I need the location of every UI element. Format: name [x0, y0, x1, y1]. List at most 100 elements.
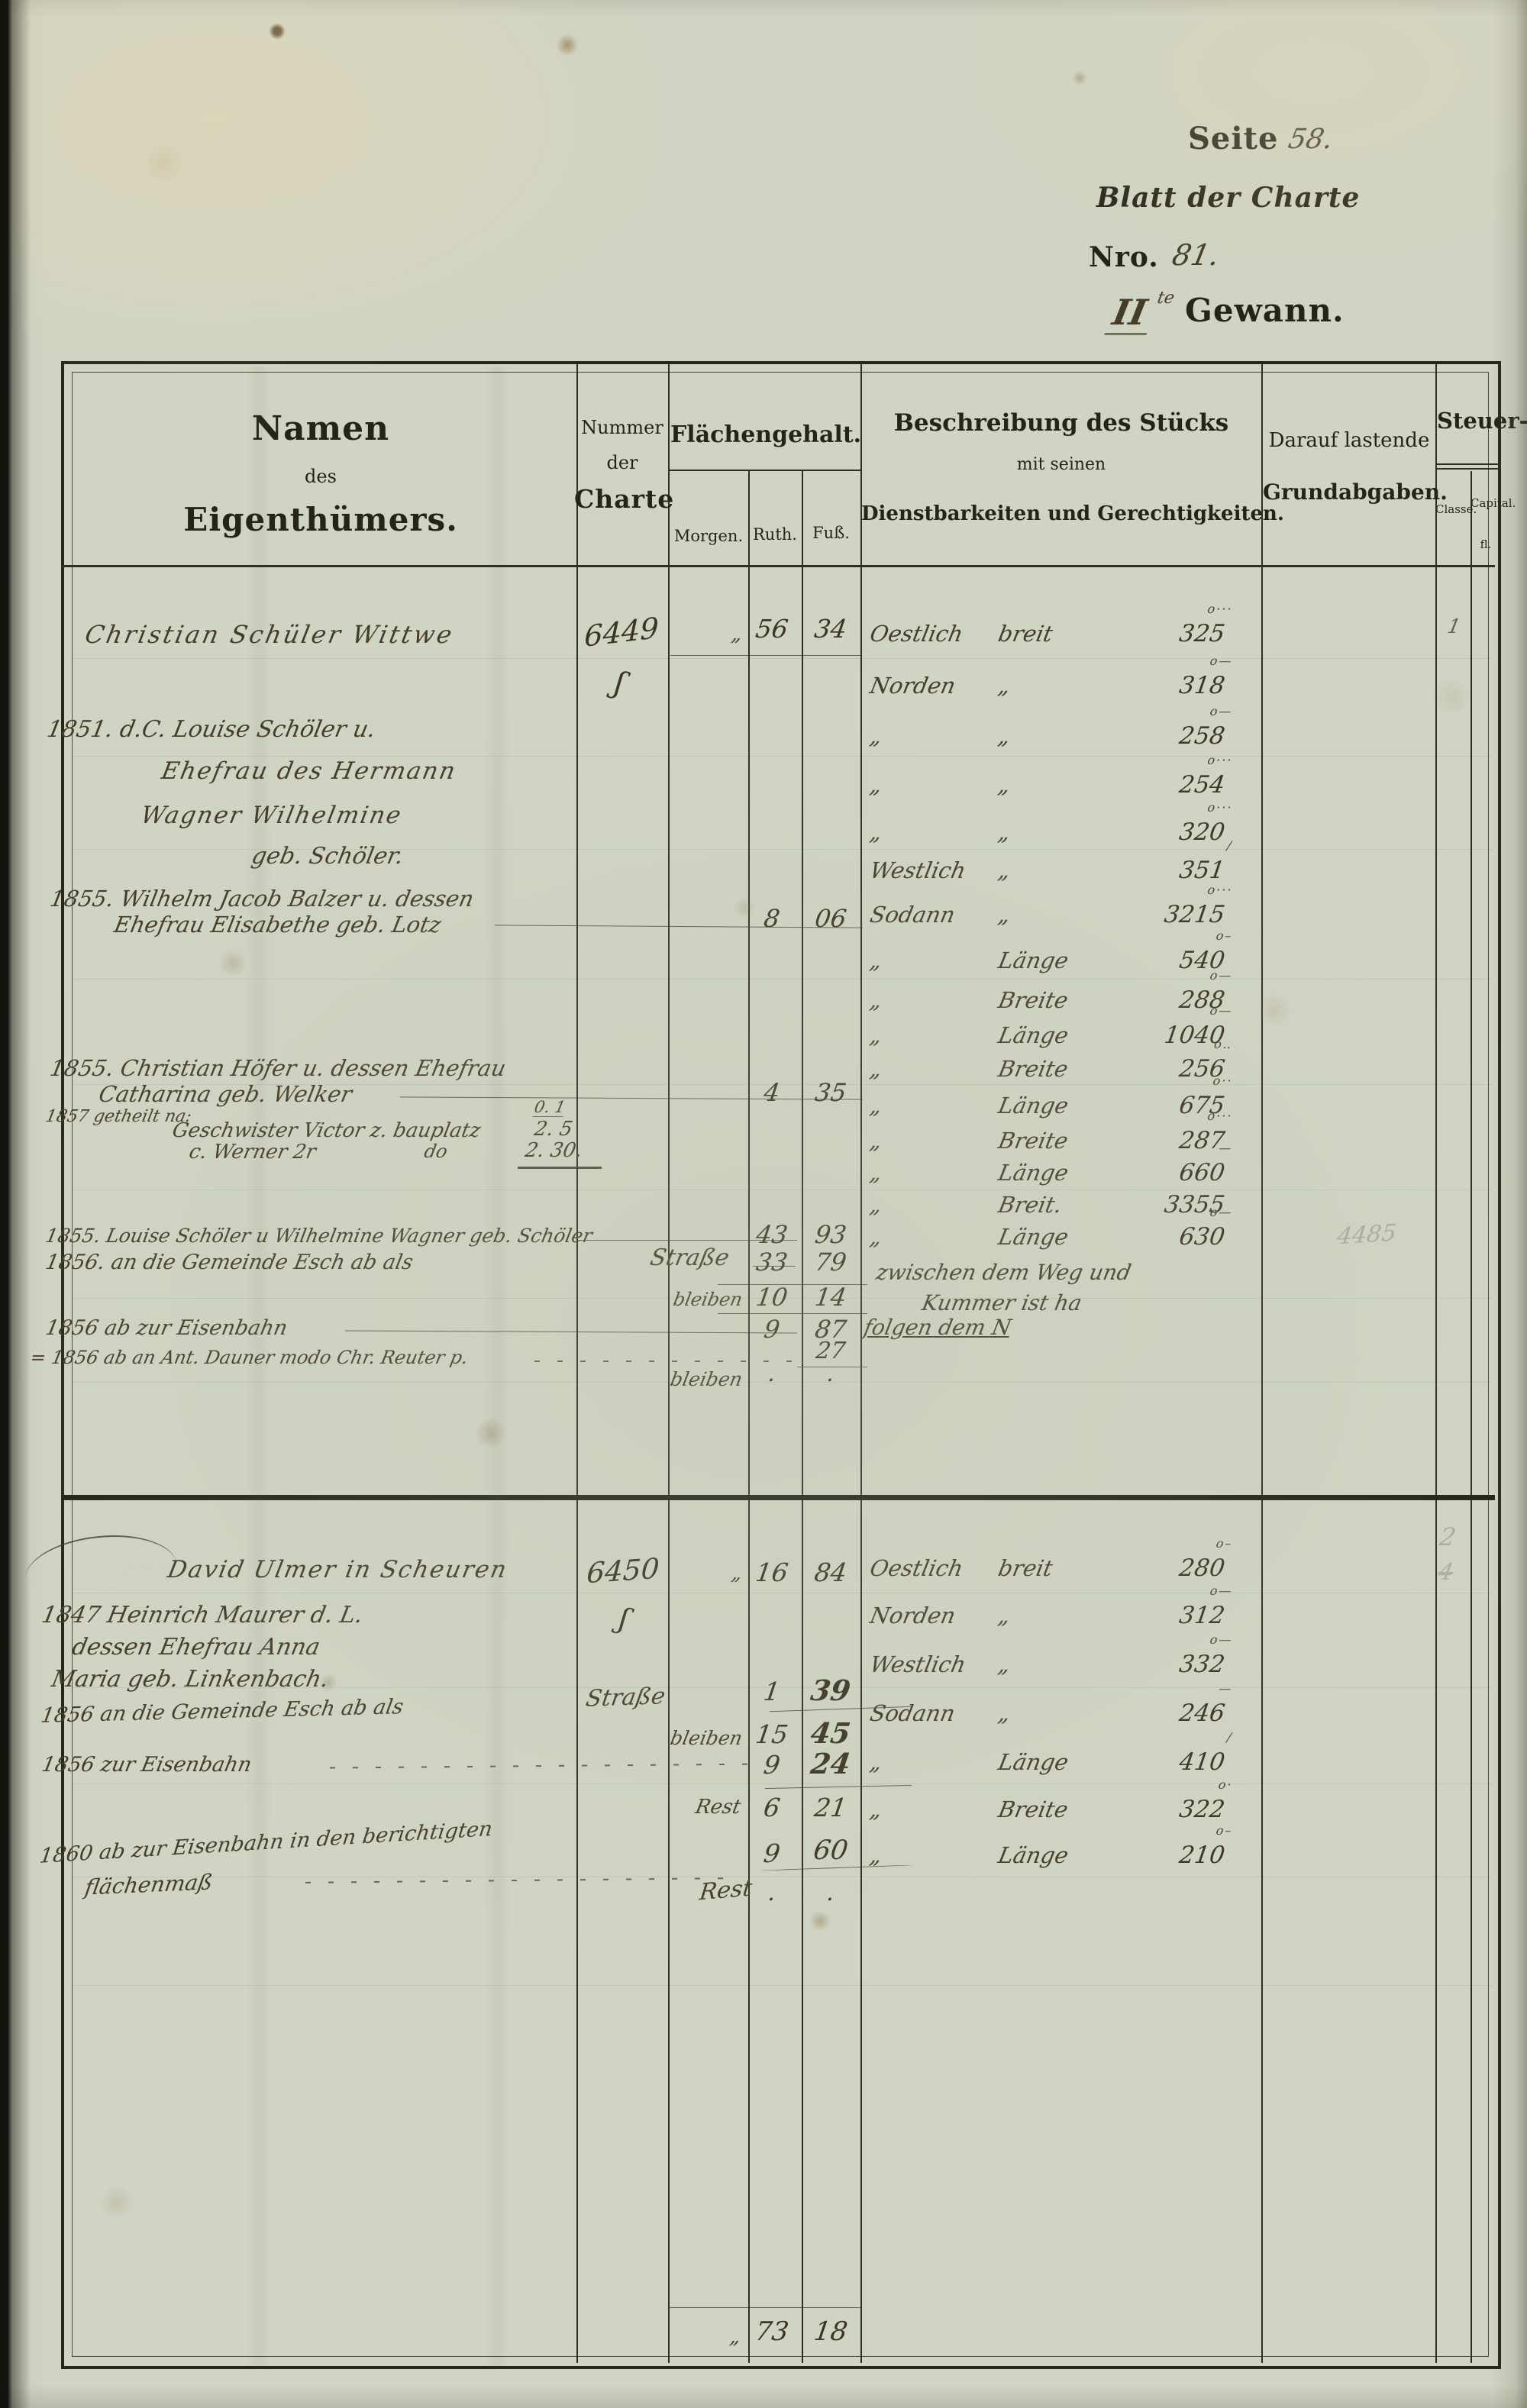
measurement-row: „ „ o··· 320 — [867, 800, 1234, 846]
measurement-row: „ Länge ∕ 410 — [867, 1730, 1234, 1776]
scan-rule — [73, 849, 1493, 850]
owner-entry-line: Ehefrau des Hermann — [159, 757, 459, 785]
section-divider — [61, 1495, 1495, 1500]
owner-entry-line: 1856. an die Gemeinde Esch ab als — [43, 1251, 415, 1274]
division-line-b: c. Werner 2r — [187, 1141, 318, 1164]
owner-entry-line: Wagner Wilhelmine — [138, 802, 405, 829]
paper-stain — [556, 34, 579, 56]
measurement-row: Oestlich breit o– 280 — [867, 1536, 1234, 1582]
owner-entry-line: David Ulmer in Scheuren — [165, 1556, 511, 1583]
owner-entry-line: 1851. d.C. Louise Schöler u. — [44, 716, 378, 743]
measurement-row: „ „ o··· 254 — [867, 753, 1234, 799]
area-fuss-value: 79 — [812, 1248, 849, 1277]
col-owner-line3: Eigenthümers. — [183, 501, 458, 538]
area-fuss-value: 45 — [809, 1716, 853, 1750]
owner-entry-line: 1856 zur Eisenbahn — [39, 1753, 254, 1777]
measurement-row: Westlich „ o— 332 — [867, 1632, 1234, 1678]
boundary-note-line: folgen dem N — [861, 1315, 1014, 1340]
scan-rule — [73, 1189, 1493, 1190]
col-steuer-classe: Classe. — [1435, 502, 1477, 516]
area-ruth-value: 9 — [762, 1315, 782, 1344]
col-area-ruth: Ruth. — [753, 525, 797, 544]
measurement-row: Norden „ o— 312 — [867, 1583, 1234, 1629]
paper-stain — [269, 23, 286, 40]
divider-charte-area — [668, 364, 670, 2363]
division-figures-top: 0. 1 — [532, 1098, 567, 1117]
col-owner-line1: Namen — [251, 409, 390, 448]
owner-entry-line: 1855. Christian Höfer u. dessen Ehefrau — [47, 1055, 508, 1081]
area-ruth-value: 9 — [761, 1750, 783, 1780]
measurement-row: Sodann „ —246 — [867, 1681, 1234, 1727]
division-sum-rule — [518, 1167, 602, 1169]
sum-rule — [718, 1313, 867, 1314]
col-area-title: Flächengehalt. — [670, 421, 862, 448]
area-fuss-value: 93 — [812, 1220, 849, 1249]
measurement-row: Sodann „ o··· 3215 — [867, 883, 1234, 928]
gewann-numeral: II — [1104, 292, 1155, 335]
owner-entry-line: Catharina geb. Welker — [96, 1081, 354, 1107]
area-fuss-value: 24 — [809, 1747, 853, 1780]
area-fuss-empty: . — [825, 1361, 837, 1387]
col-charte-line3: Charte — [574, 484, 675, 514]
divider-ruth-fuss — [802, 471, 803, 2363]
division-line-a: Geschwister Victor z. bauplatz — [170, 1119, 483, 1142]
measurement-row: Norden „ o— 318 — [867, 654, 1234, 699]
division-figures-a: 2. 5 — [532, 1118, 575, 1141]
area-ruth-empty: . — [766, 1361, 778, 1387]
divider-area-desc — [860, 364, 862, 2363]
measurement-row: „ Länge o— 630 — [867, 1205, 1234, 1251]
boundary-note-line: Kummer ist ha — [919, 1290, 1084, 1315]
area-fuss-empty: . — [825, 1880, 837, 1906]
area-morgen-value: „ — [729, 1562, 744, 1585]
measurement-row: „ Breite o··· 287 — [867, 1109, 1234, 1154]
area-ruth-value: 6 — [761, 1793, 783, 1822]
owner-entry-line: geb. Schöler. — [249, 843, 406, 870]
area-ruth-value: 56 — [754, 614, 790, 644]
remainder-label: bleiben — [668, 1727, 744, 1749]
remainder-label: bleiben — [668, 1368, 744, 1390]
owner-entry-line: dessen Ehefrau Anna — [69, 1634, 323, 1661]
measurement-row: „ Breite o‥ 256 — [867, 1037, 1234, 1083]
area-fuss-value: 35 — [812, 1078, 849, 1107]
sum-rule — [670, 655, 860, 656]
remainder-label: bleiben — [671, 1289, 744, 1310]
total-ruth: 73 — [753, 2316, 791, 2347]
area-ruth-empty: . — [766, 1880, 778, 1906]
col-desc-line1: Beschreibung des Stücks — [893, 409, 1229, 437]
col-charte-line2: der — [606, 452, 638, 473]
measurement-row: „ Breite o— 288 — [867, 968, 1234, 1014]
owner-entry-line: 1847 Heinrich Maurer d. L. — [39, 1602, 366, 1628]
division-ditto: do — [422, 1141, 450, 1162]
area-fuss-value: 14 — [812, 1283, 849, 1312]
boundary-note-line: zwischen dem Weg und — [873, 1260, 1134, 1285]
measurement-row: „ Länge o– 210 — [867, 1823, 1234, 1869]
scan-rule — [73, 1298, 1493, 1299]
division-note: 1857 getheilt na: — [44, 1107, 194, 1126]
scan-rule — [73, 1084, 1493, 1085]
measurement-row: „ Länge o— 1040 — [867, 1003, 1234, 1049]
area-ruth-value: 8 — [762, 904, 782, 933]
scan-rule — [73, 979, 1493, 980]
owner-entry-line: 1855. Wilhelm Jacob Balzer u. dessen — [47, 886, 476, 912]
header-body-separator — [61, 565, 1495, 567]
col-desc-line2: mit seinen — [1016, 455, 1106, 474]
measurement-row: „ Länge o·· 675 — [867, 1073, 1234, 1119]
col-area-fuss: Fuß. — [812, 524, 850, 542]
owner-entry-line: Maria geb. Linkenbach. — [49, 1666, 331, 1693]
area-ruth-value: 10 — [754, 1283, 790, 1312]
divider-classe-capital — [1471, 471, 1472, 2363]
owner-entry-line: 1855. Louise Schöler u Wilhelmine Wagner… — [44, 1225, 595, 1247]
scan-rule — [73, 1687, 1493, 1688]
scan-rule — [73, 756, 1493, 757]
col-area-morgen: Morgen. — [673, 527, 744, 545]
measurement-row: „ Länge o– 540 — [867, 928, 1234, 974]
area-ruth-value: 4 — [762, 1078, 782, 1107]
sheet-no-value: 81. — [1169, 238, 1222, 272]
owner-entry-line: = 1856 ab an Ant. Dauner modo Chr. Reute… — [28, 1347, 470, 1368]
area-ruth-value: 16 — [754, 1557, 790, 1587]
paper-stain — [1072, 70, 1087, 86]
scan-left-edge — [0, 0, 31, 2408]
measurement-row: „ Breit. 3355 — [867, 1191, 1227, 1219]
total-rule — [669, 2307, 860, 2308]
